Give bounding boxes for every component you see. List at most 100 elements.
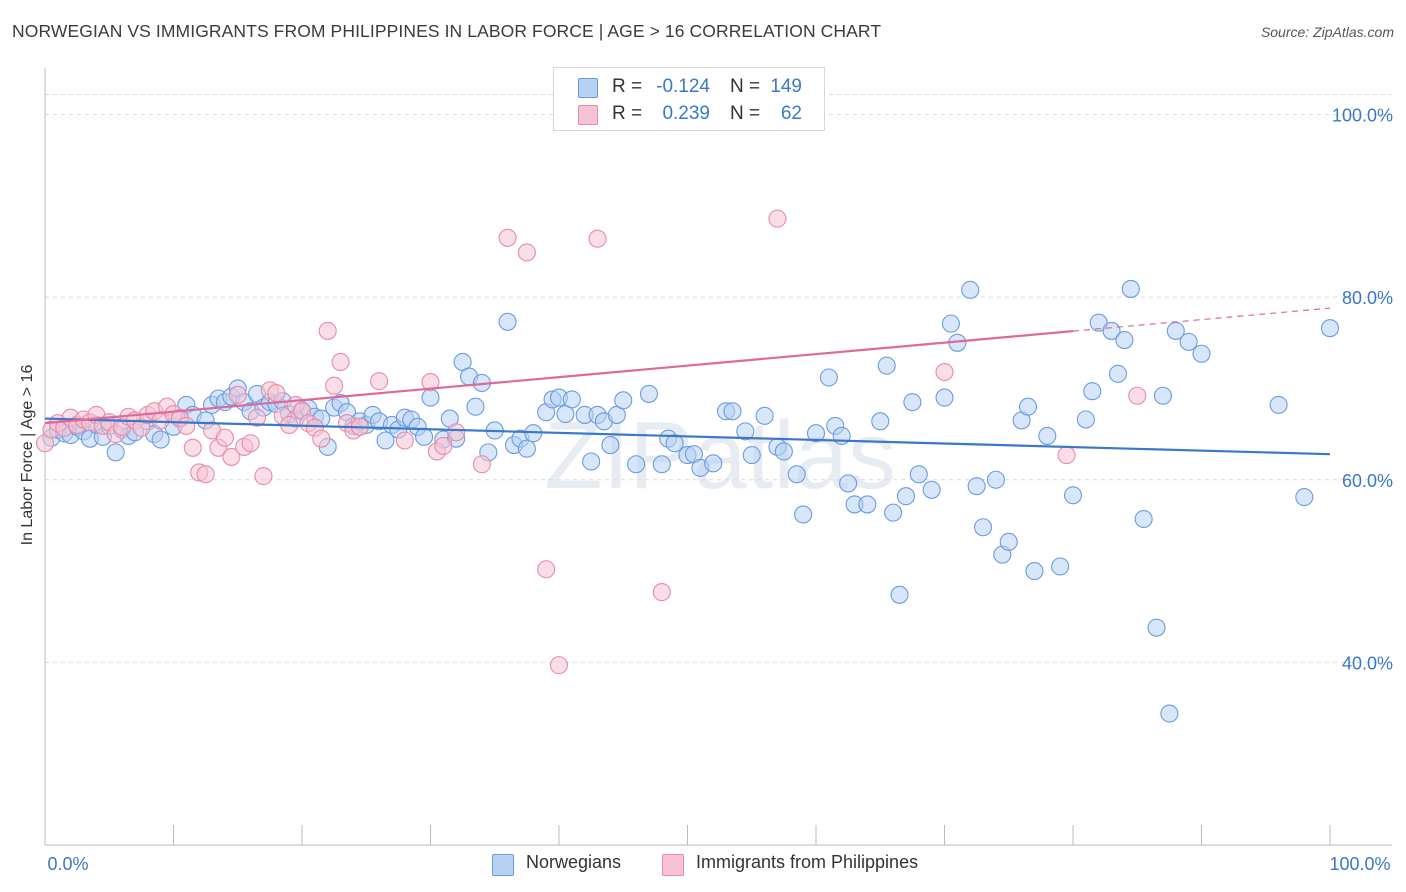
- point-norwegians: [909, 465, 928, 484]
- point-philippines: [935, 362, 954, 382]
- legend-row-philippines: R = 0.239 N = 62: [554, 101, 824, 127]
- point-philippines: [267, 383, 286, 403]
- legend-r-label: R =: [612, 103, 643, 124]
- point-philippines: [196, 465, 215, 484]
- point-norwegians: [1134, 509, 1153, 529]
- point-philippines: [241, 434, 260, 453]
- legend-swatch-blue: [492, 854, 514, 876]
- point-norwegians: [1102, 321, 1121, 340]
- point-norwegians: [935, 388, 954, 407]
- point-norwegians: [1038, 426, 1057, 445]
- point-philippines: [370, 372, 389, 391]
- point-philippines: [312, 429, 331, 448]
- point-philippines: [517, 243, 536, 262]
- point-norwegians: [723, 402, 742, 421]
- chart-source: Source: ZipAtlas.com: [1260, 24, 1394, 40]
- point-norwegians: [1153, 386, 1172, 405]
- point-norwegians: [884, 503, 903, 522]
- point-norwegians: [736, 422, 755, 441]
- legend-n-label: N =: [730, 103, 761, 124]
- legend-n-value: 62: [780, 103, 802, 124]
- point-norwegians: [106, 443, 125, 462]
- legend-row-norwegians: R = -0.124 N = 149: [554, 74, 824, 100]
- point-norwegians: [1076, 410, 1095, 429]
- point-norwegians: [755, 406, 774, 425]
- y-tick-label: 80.0%: [1342, 288, 1393, 308]
- y-tick-label: 40.0%: [1342, 653, 1393, 673]
- point-norwegians: [614, 391, 633, 410]
- point-philippines: [318, 321, 337, 340]
- point-norwegians: [999, 532, 1018, 551]
- y-tick-label: 60.0%: [1342, 471, 1393, 491]
- point-norwegians: [1295, 488, 1314, 507]
- point-norwegians: [665, 434, 684, 453]
- point-norwegians: [601, 436, 620, 455]
- point-norwegians: [151, 430, 170, 449]
- point-philippines: [247, 408, 267, 427]
- point-philippines: [325, 376, 344, 395]
- trend-line: [44, 330, 1074, 425]
- point-norwegians: [839, 474, 858, 493]
- legend-n-value: 149: [770, 76, 802, 97]
- point-philippines: [254, 467, 273, 486]
- point-philippines: [183, 438, 202, 457]
- point-norwegians: [1121, 279, 1140, 298]
- point-norwegians: [986, 470, 1005, 489]
- trend-line: [44, 417, 1331, 456]
- point-norwegians: [890, 585, 909, 604]
- point-philippines: [472, 455, 491, 474]
- legend-label-philippines: Immigrants from Philippines: [696, 852, 919, 872]
- legend-n-label: N =: [730, 76, 761, 97]
- point-norwegians: [415, 427, 434, 446]
- point-norwegians: [1089, 313, 1108, 332]
- y-axis-label: In Labor Force | Age > 16: [19, 364, 36, 546]
- point-norwegians: [1051, 557, 1070, 576]
- point-norwegians: [1108, 364, 1128, 383]
- x-tick-label: 0.0%: [47, 854, 88, 874]
- point-norwegians: [376, 431, 395, 450]
- point-norwegians: [639, 384, 659, 403]
- point-philippines: [177, 416, 196, 435]
- trend-line-extension: [1072, 307, 1331, 332]
- point-philippines: [588, 229, 607, 248]
- legend-r-label: R =: [612, 76, 643, 97]
- point-norwegians: [806, 424, 826, 443]
- point-philippines: [768, 209, 787, 228]
- point-norwegians: [517, 439, 536, 458]
- legend-swatch-pink: [578, 105, 598, 125]
- legend-label-norwegians: Norwegians: [526, 852, 622, 872]
- point-norwegians: [1179, 332, 1198, 351]
- point-norwegians: [652, 455, 671, 474]
- point-norwegians: [877, 356, 896, 375]
- point-norwegians: [1269, 395, 1288, 414]
- point-philippines: [498, 228, 517, 247]
- point-norwegians: [787, 465, 806, 484]
- point-philippines: [434, 436, 453, 456]
- point-norwegians: [704, 454, 723, 473]
- point-philippines: [1128, 386, 1147, 405]
- point-norwegians: [774, 442, 793, 461]
- point-philippines: [215, 428, 234, 447]
- point-norwegians: [819, 368, 838, 387]
- point-norwegians: [1083, 382, 1102, 401]
- point-norwegians: [1192, 344, 1211, 363]
- point-norwegians: [941, 314, 960, 333]
- point-norwegians: [858, 495, 877, 514]
- point-norwegians: [1115, 331, 1134, 350]
- point-norwegians: [498, 312, 517, 331]
- point-norwegians: [466, 397, 485, 416]
- legend-r-value: 0.239: [662, 103, 710, 124]
- point-norwegians: [1025, 562, 1044, 581]
- legend-swatch-pink: [662, 854, 684, 876]
- point-norwegians: [903, 393, 922, 412]
- point-norwegians: [896, 487, 916, 506]
- point-norwegians: [1018, 397, 1038, 416]
- point-philippines: [421, 373, 440, 392]
- point-norwegians: [1160, 704, 1179, 723]
- point-norwegians: [582, 452, 601, 471]
- point-norwegians: [967, 477, 986, 496]
- point-norwegians: [421, 388, 440, 407]
- point-philippines: [331, 352, 350, 372]
- point-philippines: [395, 431, 414, 450]
